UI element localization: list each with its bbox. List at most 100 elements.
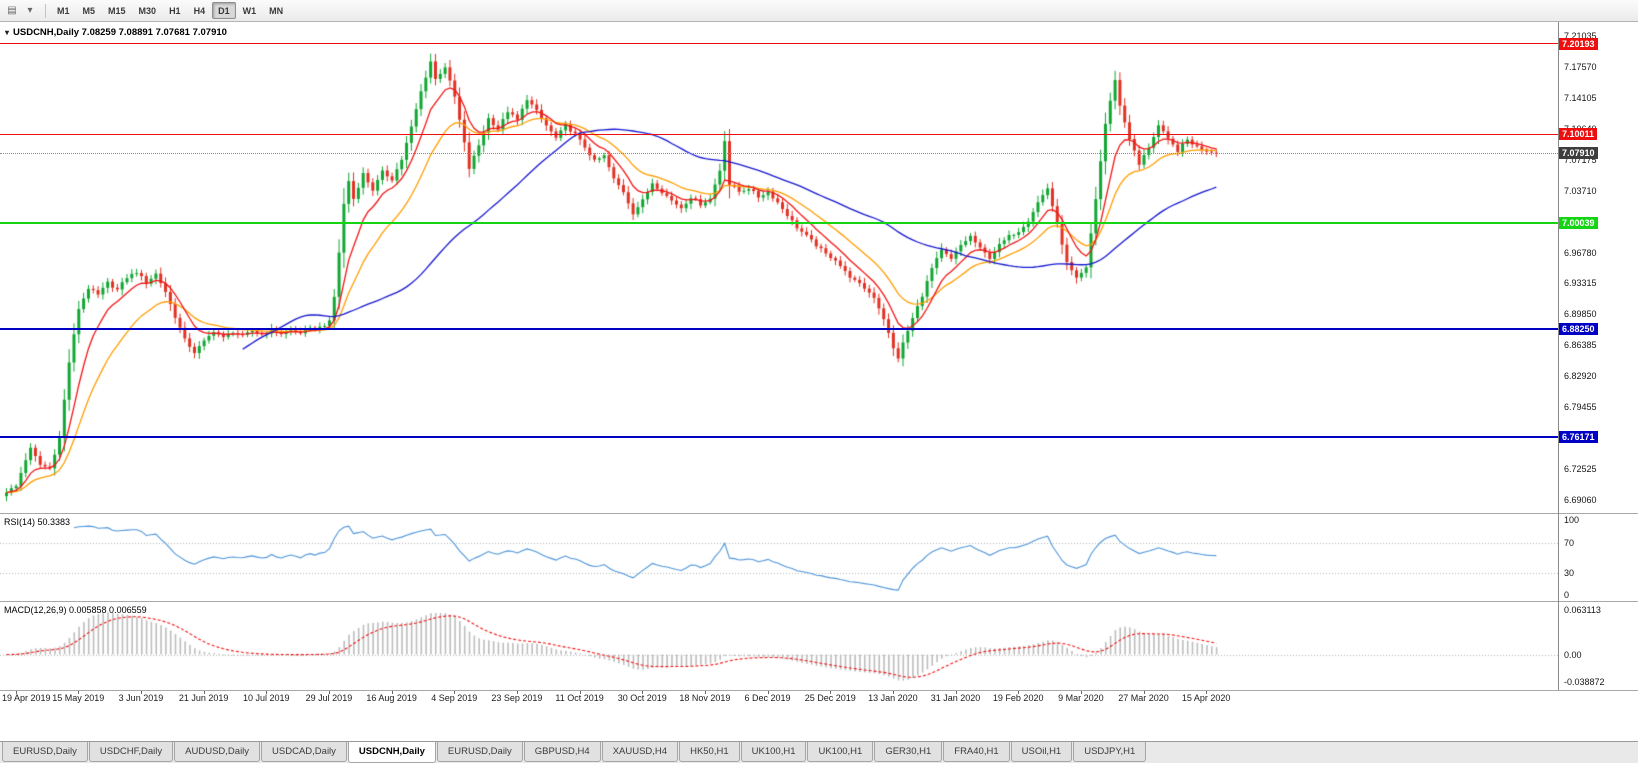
chart-tab-uk100-h1-9[interactable]: UK100,H1 [740, 742, 807, 762]
date-axis-tick [1143, 690, 1145, 694]
date-axis-tick [454, 690, 456, 694]
timeframe-mn[interactable]: MN [269, 6, 284, 16]
date-axis-label: 9 Mar 2020 [1058, 693, 1104, 703]
chart-tab-fra40-h1-12[interactable]: FRA40,H1 [943, 742, 1010, 762]
timeframe-w1[interactable]: W1 [242, 6, 257, 16]
chart-tab-usdcad-daily-3[interactable]: USDCAD,Daily [261, 742, 347, 762]
horizontal-level-line[interactable] [0, 435, 1558, 438]
chart-menu-arrow-icon[interactable]: ▾ [5, 28, 10, 37]
macd-indicator-canvas[interactable] [0, 602, 1558, 690]
chart-tab-usoil-h1-13[interactable]: USOil,H1 [1010, 742, 1073, 762]
price-axis-label: 7.14105 [1564, 92, 1597, 103]
chart-title-text: USDCNH,Daily 7.08259 7.08891 7.07681 7.0… [13, 27, 227, 38]
price-axis-label: 6.69060 [1564, 494, 1597, 505]
chart-tab-usdchf-daily-1[interactable]: USDCHF,Daily [88, 742, 174, 762]
date-axis-label: 25 Dec 2019 [804, 693, 856, 703]
time-axis-divider [0, 690, 1638, 691]
date-axis-label: 15 Apr 2020 [1181, 693, 1231, 703]
timeframe-m30[interactable]: M30 [138, 6, 157, 16]
chart-tab-xauusd-h4-7[interactable]: XAUUSD,H4 [601, 742, 679, 762]
main-rsi-pane-divider[interactable] [0, 513, 1638, 514]
chart-tab-hk50-h1-8[interactable]: HK50,H1 [679, 742, 740, 762]
date-axis-label: 30 Oct 2019 [617, 693, 667, 703]
date-axis-label: 6 Dec 2019 [744, 693, 791, 703]
horizontal-level-line[interactable] [0, 43, 1558, 44]
macd-indicator-label: MACD(12,26,9) 0.005858 0.006559 [4, 605, 147, 615]
date-axis-tick [1018, 690, 1020, 694]
chart-tab-usdjpy-h1-14[interactable]: USDJPY,H1 [1073, 742, 1147, 762]
date-axis-tick [955, 690, 957, 694]
timeframe-h4[interactable]: H4 [193, 6, 206, 16]
chart-tab-eurusd-daily-5[interactable]: EURUSD,Daily [436, 742, 523, 762]
timeframe-toolbar: ▤ ▾ M1 M5 M15 M30 H1 H4 D1 W1 MN [0, 0, 1638, 22]
date-axis-label: 27 Mar 2020 [1118, 693, 1169, 703]
date-axis-label: 21 Jun 2019 [178, 693, 229, 703]
chart-window-icon[interactable]: ▤ [7, 5, 17, 16]
rsi-axis-label: 0 [1564, 590, 1570, 600]
date-axis-tick [78, 690, 80, 694]
date-axis-tick [767, 690, 769, 694]
chart-tab-eurusd-daily-0[interactable]: EURUSD,Daily [2, 742, 88, 762]
date-axis-tick [203, 690, 205, 694]
current-price-line [0, 153, 1558, 155]
main-price-canvas[interactable] [0, 22, 1558, 513]
timeframe-d1[interactable]: D1 [212, 2, 236, 19]
date-axis-label: 18 Nov 2019 [679, 693, 731, 703]
chart-tab-usdcnh-daily-4[interactable]: USDCNH,Daily [347, 742, 436, 763]
timeframe-m1[interactable]: M1 [57, 6, 70, 16]
price-axis-label: 6.72525 [1564, 464, 1597, 475]
date-axis-label: 19 Apr 2019 [2, 693, 51, 703]
date-axis-tick [15, 690, 17, 694]
timeframe-m5[interactable]: M5 [82, 6, 96, 16]
horizontal-level-line[interactable] [0, 222, 1558, 225]
price-axis-label: 6.93315 [1564, 278, 1597, 289]
price-level-badge: 6.76171 [1559, 430, 1598, 443]
price-axis-label: 7.07175 [1564, 154, 1597, 165]
price-axis-label: 7.17570 [1564, 61, 1597, 72]
rsi-axis-label: 70 [1564, 537, 1575, 548]
timeframe-m15[interactable]: M15 [108, 6, 126, 16]
dropdown-caret-icon[interactable]: ▾ [27, 5, 33, 16]
date-axis-tick [266, 690, 268, 694]
date-axis-tick [642, 690, 644, 694]
chart-tab-ger30-h1-11[interactable]: GER30,H1 [874, 742, 943, 762]
date-axis-label: 11 Oct 2019 [555, 693, 604, 703]
horizontal-level-line[interactable] [0, 133, 1558, 135]
rsi-indicator-label: RSI(14) 50.3383 [4, 517, 71, 527]
price-level-badge: 7.10011 [1559, 128, 1598, 141]
date-axis-tick [1080, 690, 1082, 694]
date-axis-label: 3 Jun 2019 [118, 693, 164, 703]
date-axis-tick [704, 690, 706, 694]
chart-tab-gbpusd-h4-6[interactable]: GBPUSD,H4 [523, 742, 601, 762]
timeframe-h1[interactable]: H1 [169, 6, 181, 16]
price-axis-label: 6.82920 [1564, 371, 1597, 382]
price-level-badge: 7.00039 [1559, 217, 1598, 230]
price-axis-label: 6.89850 [1564, 309, 1597, 320]
price-axis-label: 7.03710 [1564, 185, 1597, 196]
date-axis-label: 10 Jul 2019 [242, 693, 290, 703]
date-axis-tick [1206, 690, 1208, 694]
date-axis-tick [140, 690, 142, 694]
price-axis-label: 7.21035 [1564, 30, 1597, 41]
date-axis-tick [892, 690, 894, 694]
date-axis-tick [579, 690, 581, 694]
price-axis-label: 6.79455 [1564, 402, 1597, 413]
chart-title: ▾ USDCNH,Daily 7.08259 7.08891 7.07681 7… [5, 27, 227, 38]
date-axis-tick [328, 690, 330, 694]
date-axis-label: 13 Jan 2020 [868, 693, 918, 703]
price-axis-label: 6.86385 [1564, 340, 1597, 351]
date-axis-label: 19 Feb 2020 [992, 693, 1044, 703]
date-axis-tick [391, 690, 393, 694]
timeframe-buttons: M1 M5 M15 M30 H1 H4 D1 W1 MN [51, 2, 290, 19]
price-level-badge: 7.20193 [1559, 37, 1598, 50]
macd-axis-label: 0.00 [1564, 649, 1582, 660]
chart-tab-audusd-daily-2[interactable]: AUDUSD,Daily [174, 742, 261, 762]
rsi-indicator-canvas[interactable] [0, 514, 1558, 601]
toolbar-separator [45, 3, 46, 18]
macd-axis-label: -0.038872 [1564, 676, 1605, 687]
horizontal-level-line[interactable] [0, 327, 1558, 330]
chart-tab-uk100-h1-10[interactable]: UK100,H1 [807, 742, 874, 762]
date-axis-label: 15 May 2019 [52, 693, 105, 703]
rsi-macd-pane-divider[interactable] [0, 601, 1638, 602]
